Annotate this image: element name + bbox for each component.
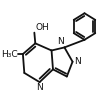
- Text: N: N: [75, 57, 81, 66]
- Text: H₃C: H₃C: [1, 50, 18, 59]
- Text: N: N: [36, 83, 43, 92]
- Text: N: N: [57, 37, 63, 46]
- Text: OH: OH: [35, 23, 49, 32]
